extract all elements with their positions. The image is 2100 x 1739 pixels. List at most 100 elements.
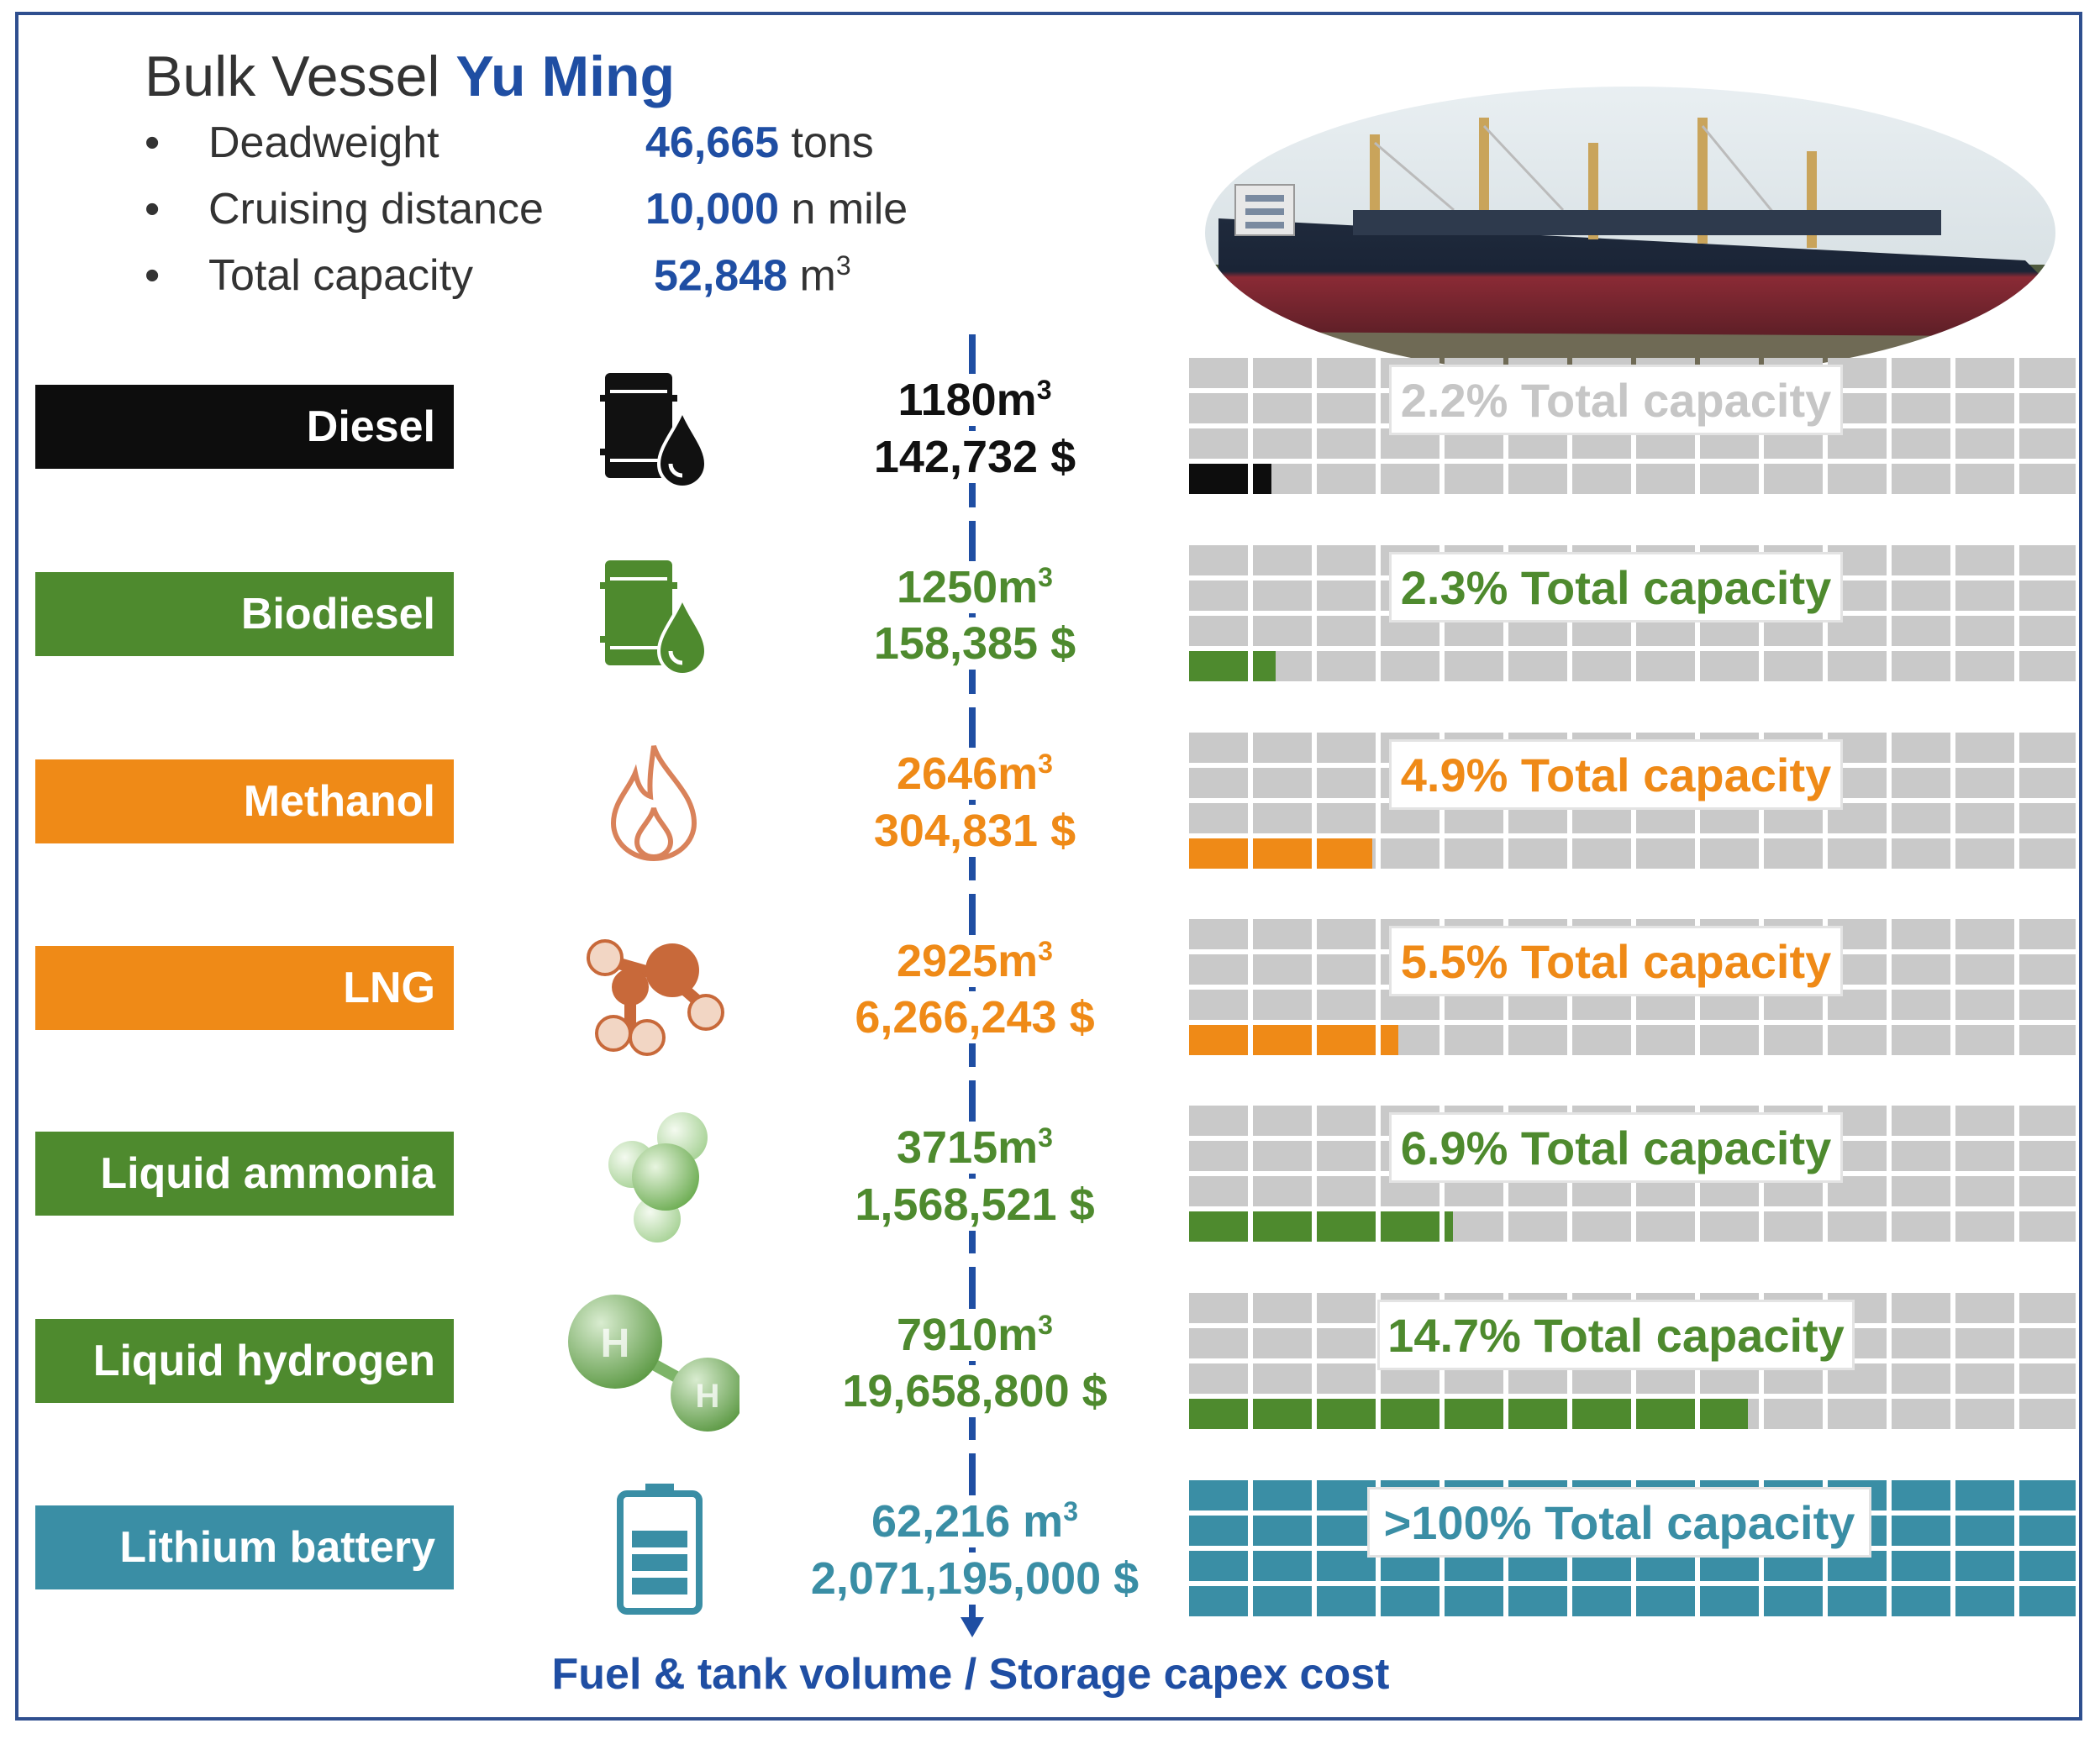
capacity-fill-cell [1253, 1399, 1312, 1429]
capacity-cell [1955, 1363, 2014, 1394]
capacity-cell [1892, 464, 1950, 494]
spec-label: Cruising distance [208, 185, 544, 234]
capacity-cell [1892, 1363, 1950, 1394]
capacity-cell [1253, 1363, 1312, 1394]
capacity-fill-cell [1508, 1399, 1567, 1429]
vessel-title: Bulk Vessel Yu Ming [145, 44, 675, 109]
capacity-cell [1892, 358, 1950, 388]
capacity-cell [1892, 1176, 1950, 1206]
capacity-cell [2019, 1211, 2078, 1242]
capacity-cell [1955, 1399, 2014, 1429]
capacity-label-lng: 5.5% Total capacity [1389, 926, 1843, 996]
capacity-cell [1189, 428, 1248, 459]
capacity-cell [1508, 1025, 1567, 1055]
spec-value: 10,000 n mile [645, 185, 908, 234]
capacity-cell [1317, 919, 1376, 949]
capacity-fill-cell [1636, 1399, 1695, 1429]
capacity-cell [1317, 1551, 1376, 1581]
capacity-cell [1253, 428, 1312, 459]
capacity-cell [1636, 464, 1695, 494]
capacity-cell [2019, 651, 2078, 681]
capacity-cell [1189, 1293, 1248, 1323]
capacity-cell [1445, 1211, 1503, 1242]
capacity-cell [2019, 803, 2078, 833]
capacity-fill-cell [1445, 1399, 1503, 1429]
capacity-cell [1955, 954, 2014, 985]
capacity-cell [1636, 1025, 1695, 1055]
capacity-cell [1189, 1516, 1248, 1546]
capacity-fill-cell [1700, 1399, 1748, 1429]
capacity-cell [1892, 1025, 1950, 1055]
capacity-grid-liquid-hydrogen: 14.7% Total capacity [1189, 1293, 2100, 1431]
capacity-cell [1700, 1211, 1759, 1242]
capacity-fill-cell [1189, 1025, 1248, 1055]
bio-barrel-drop-icon [600, 560, 708, 676]
capacity-cell [1828, 651, 1887, 681]
capacity-grid-liquid-ammonia: 6.9% Total capacity [1189, 1106, 2100, 1243]
ammonia-molecule-icon [608, 1112, 708, 1243]
capacity-cell [1892, 1141, 1950, 1171]
capacity-cell [1508, 1586, 1567, 1616]
methane-molecule-icon [587, 939, 724, 1056]
fuel-volume-liquid-ammonia: 3715m3 [739, 1122, 1210, 1174]
capacity-label-lithium-battery: >100% Total capacity [1367, 1487, 1871, 1558]
capacity-cell [1892, 768, 1950, 798]
capacity-cell [1892, 1586, 1950, 1616]
capacity-cell [1253, 1551, 1312, 1581]
capacity-cell [1572, 651, 1631, 681]
fuel-volume-lithium-battery: 62,216 m3 [739, 1495, 1210, 1547]
capacity-cell [1189, 1480, 1248, 1510]
capacity-cell [1955, 1025, 2014, 1055]
capacity-cell [1892, 1399, 1950, 1429]
capacity-cell [1892, 651, 1950, 681]
capacity-cell [1892, 919, 1950, 949]
capacity-cell [1892, 1551, 1950, 1581]
capacity-cell [1381, 464, 1439, 494]
capacity-cell [2019, 838, 2078, 869]
capacity-label-methanol: 4.9% Total capacity [1389, 739, 1843, 810]
svg-text:H: H [696, 1378, 720, 1415]
capacity-cell [2019, 919, 2078, 949]
capacity-cell [2019, 1363, 2078, 1394]
axis-arrow [961, 1617, 984, 1637]
capacity-cell [1828, 1211, 1887, 1242]
capacity-cell [1892, 1328, 1950, 1358]
capacity-fill-cell [1317, 838, 1372, 869]
capacity-cell [1189, 581, 1248, 611]
capacity-fill-cell [1189, 1211, 1248, 1242]
capacity-cell [1828, 464, 1887, 494]
capacity-cell [1636, 1211, 1695, 1242]
capacity-cell [1700, 1586, 1759, 1616]
capacity-cell [1253, 358, 1312, 388]
capacity-cell [1445, 838, 1503, 869]
capacity-cell [1317, 954, 1376, 985]
capacity-cell [1253, 393, 1312, 423]
capacity-cell [2019, 733, 2078, 763]
spec-label: Total capacity [208, 251, 474, 300]
capacity-fill-cell [1317, 1211, 1376, 1242]
capacity-cell [1317, 358, 1376, 388]
capacity-cell [1317, 1328, 1376, 1358]
capacity-cell [1636, 1586, 1695, 1616]
capacity-cell [1892, 428, 1950, 459]
capacity-cell [1445, 651, 1503, 681]
fuel-cost-lng: 6,266,243 $ [739, 991, 1210, 1043]
capacity-label-diesel: 2.2% Total capacity [1389, 365, 1843, 435]
capacity-cell [1572, 838, 1631, 869]
capacity-cell [1317, 1106, 1376, 1136]
capacity-cell [1955, 616, 2014, 646]
capacity-cell [1764, 1586, 1823, 1616]
capacity-fill-cell [1189, 838, 1248, 869]
fuel-volume-methanol: 2646m3 [739, 748, 1210, 800]
bullet: • [145, 118, 161, 167]
capacity-cell [1381, 838, 1439, 869]
capacity-cell [2019, 1551, 2078, 1581]
capacity-cell [1700, 651, 1759, 681]
capacity-cell [1572, 464, 1631, 494]
capacity-cell [2019, 616, 2078, 646]
capacity-cell [1508, 1211, 1567, 1242]
capacity-cell [1189, 1586, 1248, 1616]
capacity-cell [1892, 1516, 1950, 1546]
capacity-grid-lng: 5.5% Total capacity [1189, 919, 2100, 1057]
fuel-cost-biodiesel: 158,385 $ [739, 617, 1210, 670]
